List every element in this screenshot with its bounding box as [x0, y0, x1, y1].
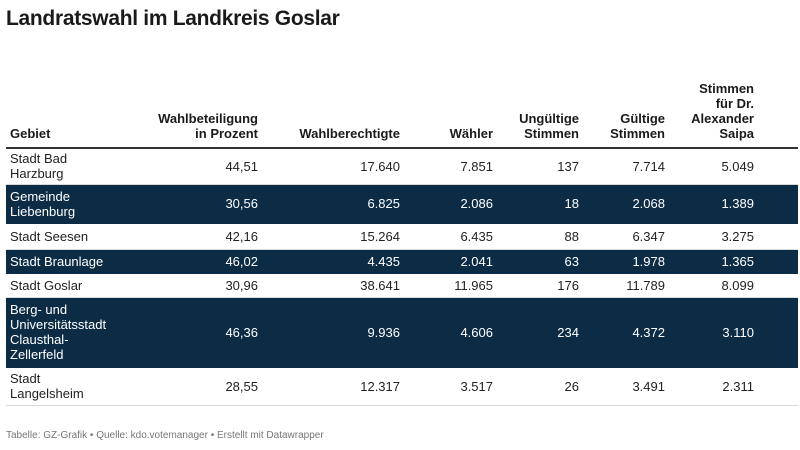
column-header: Gültige Stimmen: [583, 74, 669, 149]
value-cell: 17.640: [262, 148, 404, 185]
column-header-line: Ungültige: [519, 111, 579, 126]
value-cell: 7.851: [404, 148, 497, 185]
column-header-line: Alexander: [691, 111, 754, 126]
area-name-line: Harzburg: [10, 166, 64, 182]
value-cell: 11.965: [404, 273, 497, 298]
value-cell: 234: [497, 297, 583, 368]
value-cell: 2.041: [404, 249, 497, 274]
column-header: Wähler: [404, 74, 497, 149]
value-cell: 4.372: [583, 297, 669, 368]
value-cell: 46,02: [134, 249, 262, 274]
value-cell: 8.099: [669, 273, 798, 298]
value-cell: 30,96: [134, 273, 262, 298]
value-cell: 6.435: [404, 223, 497, 250]
table-row: Stadt Bad Harzburg 44,51 17.640 7.851 137 7.71…: [6, 148, 798, 185]
value-cell: 28,55: [134, 367, 262, 406]
value-cell: 3.517: [404, 367, 497, 406]
table-row: Berg- und Universitätsstadt Clausthal- Zell…: [6, 297, 798, 368]
table-row: Stadt Seesen 42,16 15.264 6.435 88 6.347 3.275: [6, 223, 798, 250]
value-cell: 5.049: [669, 148, 798, 185]
table-row: Stadt Goslar 30,96 38.641 11.965 176 11.789 8.…: [6, 273, 798, 298]
column-header-line: Saipa: [719, 126, 754, 141]
value-cell: 46,36: [134, 297, 262, 368]
value-cell: 2.086: [404, 184, 497, 224]
value-cell: 26: [497, 367, 583, 406]
area-name-line: Universitätsstadt: [10, 317, 107, 332]
value-cell: 1.389: [669, 184, 798, 224]
value-cell: 9.936: [262, 297, 404, 368]
value-cell: 18: [497, 184, 583, 224]
value-cell: 4.606: [404, 297, 497, 368]
value-cell: 2.311: [669, 367, 798, 406]
column-header-line: in Prozent: [195, 126, 258, 141]
area-name-line: Gemeinde: [10, 188, 70, 204]
area-name-cell: Berg- und Universitätsstadt Clausthal- Zell…: [6, 297, 134, 368]
column-header-line: Stimmen: [610, 126, 665, 141]
value-cell: 15.264: [262, 223, 404, 250]
column-header: Stimmen für Dr. Alexander Saipa: [669, 74, 798, 149]
area-name-cell: Gemeinde Liebenburg: [6, 184, 134, 224]
area-name-line: Clausthal-: [10, 332, 69, 347]
area-name-line: Berg- und: [10, 302, 68, 317]
area-name-cell: Stadt Goslar: [6, 273, 134, 298]
source-footer: Tabelle: GZ-Grafik • Quelle: kdo.voteman…: [6, 430, 324, 441]
value-cell: 7.714: [583, 148, 669, 185]
column-header: Wahlbeteiligung in Prozent: [134, 74, 262, 149]
value-cell: 3.275: [669, 223, 798, 250]
value-cell: 42,16: [134, 223, 262, 250]
value-cell: 2.068: [583, 184, 669, 224]
area-name-line: Langelsheim: [10, 386, 84, 401]
column-header: Ungültige Stimmen: [497, 74, 583, 149]
column-header-line: Stimmen: [699, 81, 754, 96]
value-cell: 1.365: [669, 249, 798, 274]
area-name-line: Stadt Seesen: [10, 228, 89, 244]
column-header: Gebiet: [6, 74, 134, 149]
area-name-cell: Stadt Seesen: [6, 223, 134, 250]
value-cell: 4.435: [262, 249, 404, 274]
column-header-line: Gebiet: [10, 126, 51, 141]
value-cell: 38.641: [262, 273, 404, 298]
value-cell: 88: [497, 223, 583, 250]
value-cell: 3.110: [669, 297, 798, 368]
value-cell: 30,56: [134, 184, 262, 224]
table-row: Stadt Langelsheim 28,55 12.317 3.517 26 3.491 2…: [6, 367, 798, 406]
table-row: Gemeinde Liebenburg 30,56 6.825 2.086 18 2.068…: [6, 184, 798, 224]
column-header-line: Gültige: [620, 111, 665, 126]
value-cell: 12.317: [262, 367, 404, 406]
column-header-line: Wähler: [449, 126, 493, 141]
value-cell: 176: [497, 273, 583, 298]
header-row: Gebiet Wahlbeteiligung in Prozent Wahlberec…: [6, 74, 798, 149]
column-header-line: Wahlberechtigte: [299, 126, 400, 141]
value-cell: 11.789: [583, 273, 669, 298]
table-row: Stadt Braunlage 46,02 4.435 2.041 63 1.978 1.3…: [6, 249, 798, 274]
area-name-line: Liebenburg: [10, 203, 76, 219]
value-cell: 6.825: [262, 184, 404, 224]
column-header-line: Wahlbeteiligung: [158, 111, 258, 126]
results-table: Gebiet Wahlbeteiligung in Prozent Wahlberec…: [6, 74, 798, 406]
area-name-cell: Stadt Bad Harzburg: [6, 148, 134, 185]
area-name-line: Stadt Bad: [10, 151, 68, 167]
value-cell: 137: [497, 148, 583, 185]
area-name-line: Zellerfeld: [10, 347, 64, 362]
value-cell: 63: [497, 249, 583, 274]
value-cell: 3.491: [583, 367, 669, 406]
area-name-line: Stadt Goslar: [10, 277, 83, 293]
area-name-cell: Stadt Langelsheim: [6, 367, 134, 406]
area-name-line: Stadt: [10, 371, 41, 386]
chart-title: Landratswahl im Landkreis Goslar: [6, 7, 340, 30]
area-name-line: Stadt Braunlage: [10, 253, 104, 269]
column-header-line: für Dr.: [715, 96, 754, 111]
area-name-cell: Stadt Braunlage: [6, 249, 134, 274]
value-cell: 44,51: [134, 148, 262, 185]
table-header: Gebiet Wahlbeteiligung in Prozent Wahlberec…: [6, 74, 798, 149]
value-cell: 6.347: [583, 223, 669, 250]
table-body: Stadt Bad Harzburg 44,51 17.640 7.851 137 7.71…: [6, 148, 798, 406]
column-header: Wahlberechtigte: [262, 74, 404, 149]
column-header-line: Stimmen: [524, 126, 579, 141]
value-cell: 1.978: [583, 249, 669, 274]
